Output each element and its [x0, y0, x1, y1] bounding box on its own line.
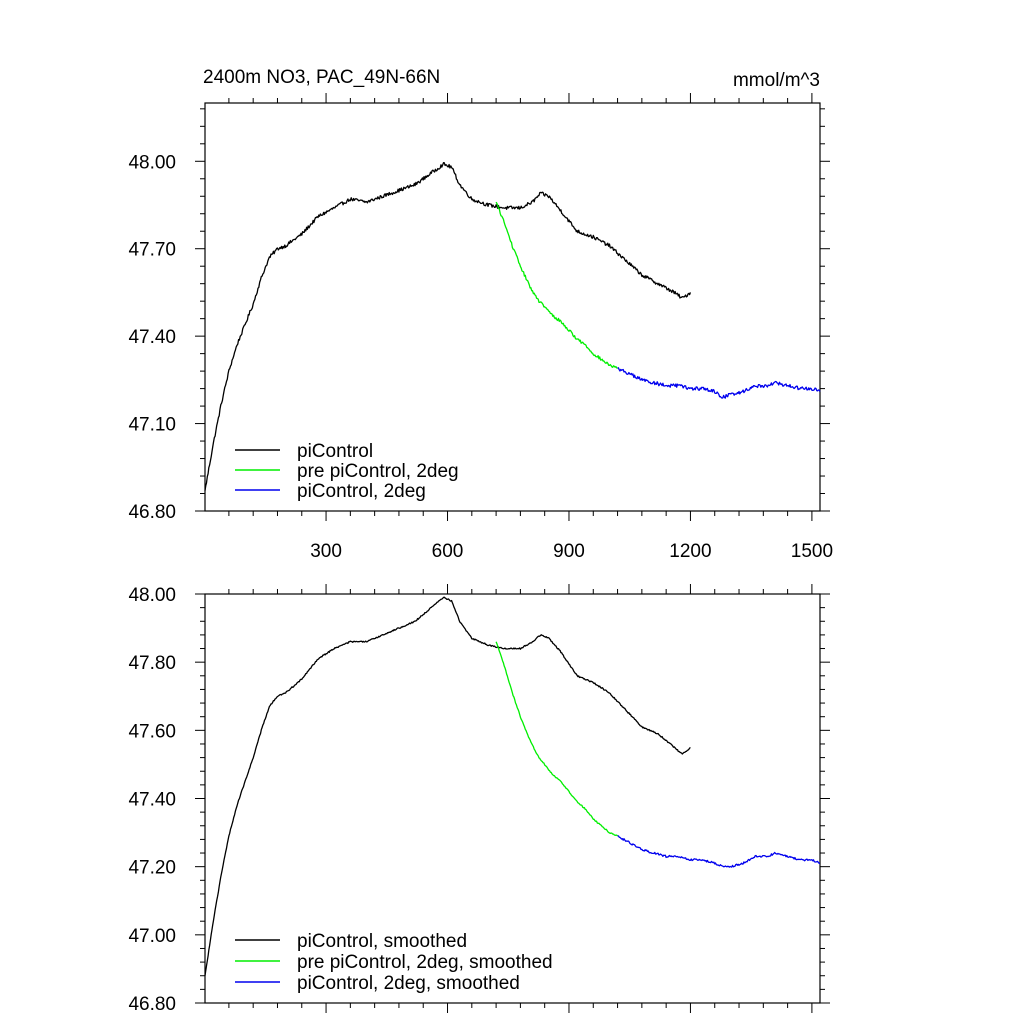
y-tick-label: 48.00 [128, 585, 176, 606]
raw-panel: 300 600 900 1200 1500 46.80 47.10 47.40 47.70 48.… [128, 93, 833, 562]
x-tick-label: 300 [310, 541, 342, 562]
y-tick-label: 47.80 [128, 653, 176, 674]
series-line-pre_piControl_2deg [495, 641, 619, 837]
x-tick-label: 900 [553, 541, 585, 562]
y-tick-label: 47.40 [128, 790, 176, 811]
legend-label: piControl [297, 441, 373, 462]
y-tick-label: 48.00 [128, 152, 176, 173]
y-tick-label: 47.00 [128, 926, 176, 947]
y-tick-label: 47.10 [128, 415, 176, 436]
plot-frame [204, 102, 821, 512]
series-line-piControl_2deg [617, 835, 820, 868]
legend-label: piControl, 2deg [297, 481, 426, 502]
y-tick-label: 47.60 [128, 721, 176, 742]
x-tick-label: 600 [432, 541, 464, 562]
legend-label: piControl, smoothed [297, 931, 467, 952]
series-line-piControl [204, 596, 691, 976]
smoothed-panel: 46.80 47.00 47.20 47.40 47.60 47.80 48.00 piCon… [128, 584, 830, 1015]
legend-label: pre piControl, 2deg [297, 461, 459, 482]
x-tick-label: 1500 [791, 541, 833, 562]
y-tick-label: 46.80 [128, 502, 176, 523]
series-line-pre_piControl_2deg [495, 201, 618, 369]
y-tick-label: 46.80 [128, 994, 176, 1015]
x-tick-label: 1200 [669, 541, 711, 562]
series-line-piControl_2deg [617, 367, 821, 399]
y-tick-label: 47.70 [128, 240, 176, 261]
y-tick-label: 47.40 [128, 327, 176, 348]
series-line-piControl [204, 162, 692, 491]
y-tick-label: 47.20 [128, 858, 176, 879]
legend-label: pre piControl, 2deg, smoothed [297, 952, 553, 973]
chart-title: 2400m NO3, PAC_49N-66N [203, 67, 440, 88]
units-label: mmol/m^3 [733, 70, 820, 91]
legend-label: piControl, 2deg, smoothed [297, 973, 520, 994]
